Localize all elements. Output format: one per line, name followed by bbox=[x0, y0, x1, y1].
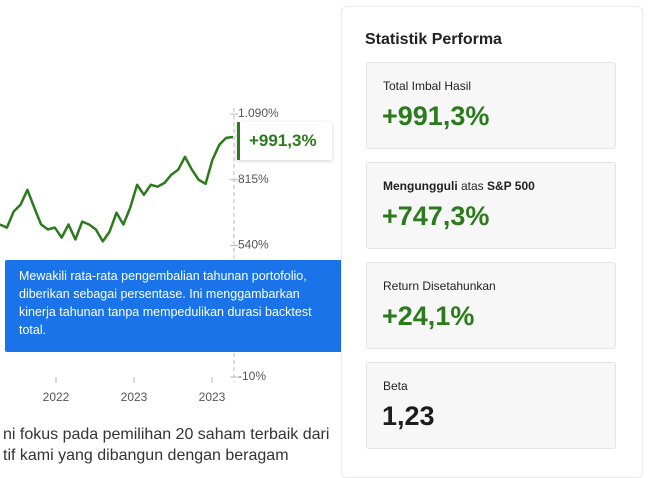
stat-card: Mengungguli atas S&P 500 +747,3% bbox=[366, 162, 616, 249]
stat-value: +991,3% bbox=[382, 101, 490, 131]
page: {"chart": {"type": "line", "color": "#2b… bbox=[0, 6, 643, 478]
body-text: ni fokus pada pemilihan 20 saham terbaik… bbox=[3, 424, 329, 466]
stat-value: +24,1% bbox=[382, 301, 475, 331]
stat-label: Total Imbal Hasil bbox=[383, 79, 472, 93]
stat-label: Mengungguli atas S&P 500 bbox=[383, 179, 535, 193]
label-bold: S&P 500 bbox=[487, 179, 535, 193]
y-tick-label: 540% bbox=[238, 238, 269, 252]
x-tick-label: 2023 bbox=[121, 390, 148, 404]
tooltip-line: Mewakili rata-rata pengembalian tahunan … bbox=[19, 269, 307, 283]
stat-card: Beta 1,23 bbox=[366, 362, 616, 449]
label-bold: Mengungguli bbox=[383, 179, 458, 193]
label-text: atas bbox=[457, 179, 488, 193]
tooltip-line: diberikan sebagai persentase. Ini mengga… bbox=[19, 287, 300, 301]
tooltip: Mewakili rata-rata pengembalian tahunan … bbox=[5, 260, 362, 352]
stat-card: Total Imbal Hasil +991,3% bbox=[366, 62, 616, 149]
y-tick-label: -10% bbox=[238, 369, 266, 383]
text-line: ni fokus pada pemilihan 20 saham terbaik… bbox=[3, 426, 330, 443]
tooltip-line: kinerja tahunan tanpa mempedulikan duras… bbox=[19, 305, 312, 319]
value-callout: +991,3% bbox=[237, 122, 332, 160]
stat-value: 1,23 bbox=[382, 401, 435, 431]
tooltip-line: total. bbox=[19, 323, 47, 337]
panel-title: Statistik Performa bbox=[365, 31, 502, 48]
stat-card: Return Disetahunkan +24,1% bbox=[366, 262, 616, 349]
stat-label: Beta bbox=[383, 379, 408, 393]
chart: 1.090% 815% 540% -10% 2022 2023 2023 bbox=[0, 106, 279, 404]
x-tick-label: 2022 bbox=[43, 390, 70, 404]
stats-panel: Statistik Performa Total Imbal Hasil +99… bbox=[341, 6, 643, 478]
y-tick-label: 1.090% bbox=[238, 106, 279, 120]
stat-label: Return Disetahunkan bbox=[383, 279, 496, 293]
y-tick-label: 815% bbox=[238, 172, 269, 186]
x-tick-label: 2023 bbox=[199, 390, 226, 404]
stat-value: +747,3% bbox=[382, 201, 490, 231]
performance-line bbox=[0, 135, 234, 243]
